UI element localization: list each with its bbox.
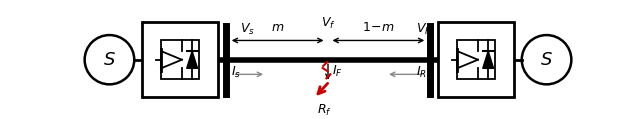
Text: $V_R$: $V_R$: [417, 22, 432, 37]
Text: $V_s$: $V_s$: [239, 22, 255, 37]
Text: $I_F$: $I_F$: [332, 64, 342, 79]
Polygon shape: [187, 51, 198, 68]
Text: $m$: $m$: [271, 21, 284, 34]
Text: $V_f$: $V_f$: [321, 16, 335, 31]
Text: $R_f$: $R_f$: [317, 103, 332, 118]
Text: $I_R$: $I_R$: [416, 65, 428, 80]
Text: $S$: $S$: [103, 51, 116, 69]
Bar: [438, 22, 514, 97]
Bar: [142, 22, 218, 97]
Text: $1\!-\!m$: $1\!-\!m$: [362, 21, 395, 34]
Bar: [161, 40, 199, 79]
Text: $I_s$: $I_s$: [231, 65, 241, 80]
Bar: [457, 40, 495, 79]
Polygon shape: [483, 51, 493, 68]
Text: $S$: $S$: [540, 51, 553, 69]
